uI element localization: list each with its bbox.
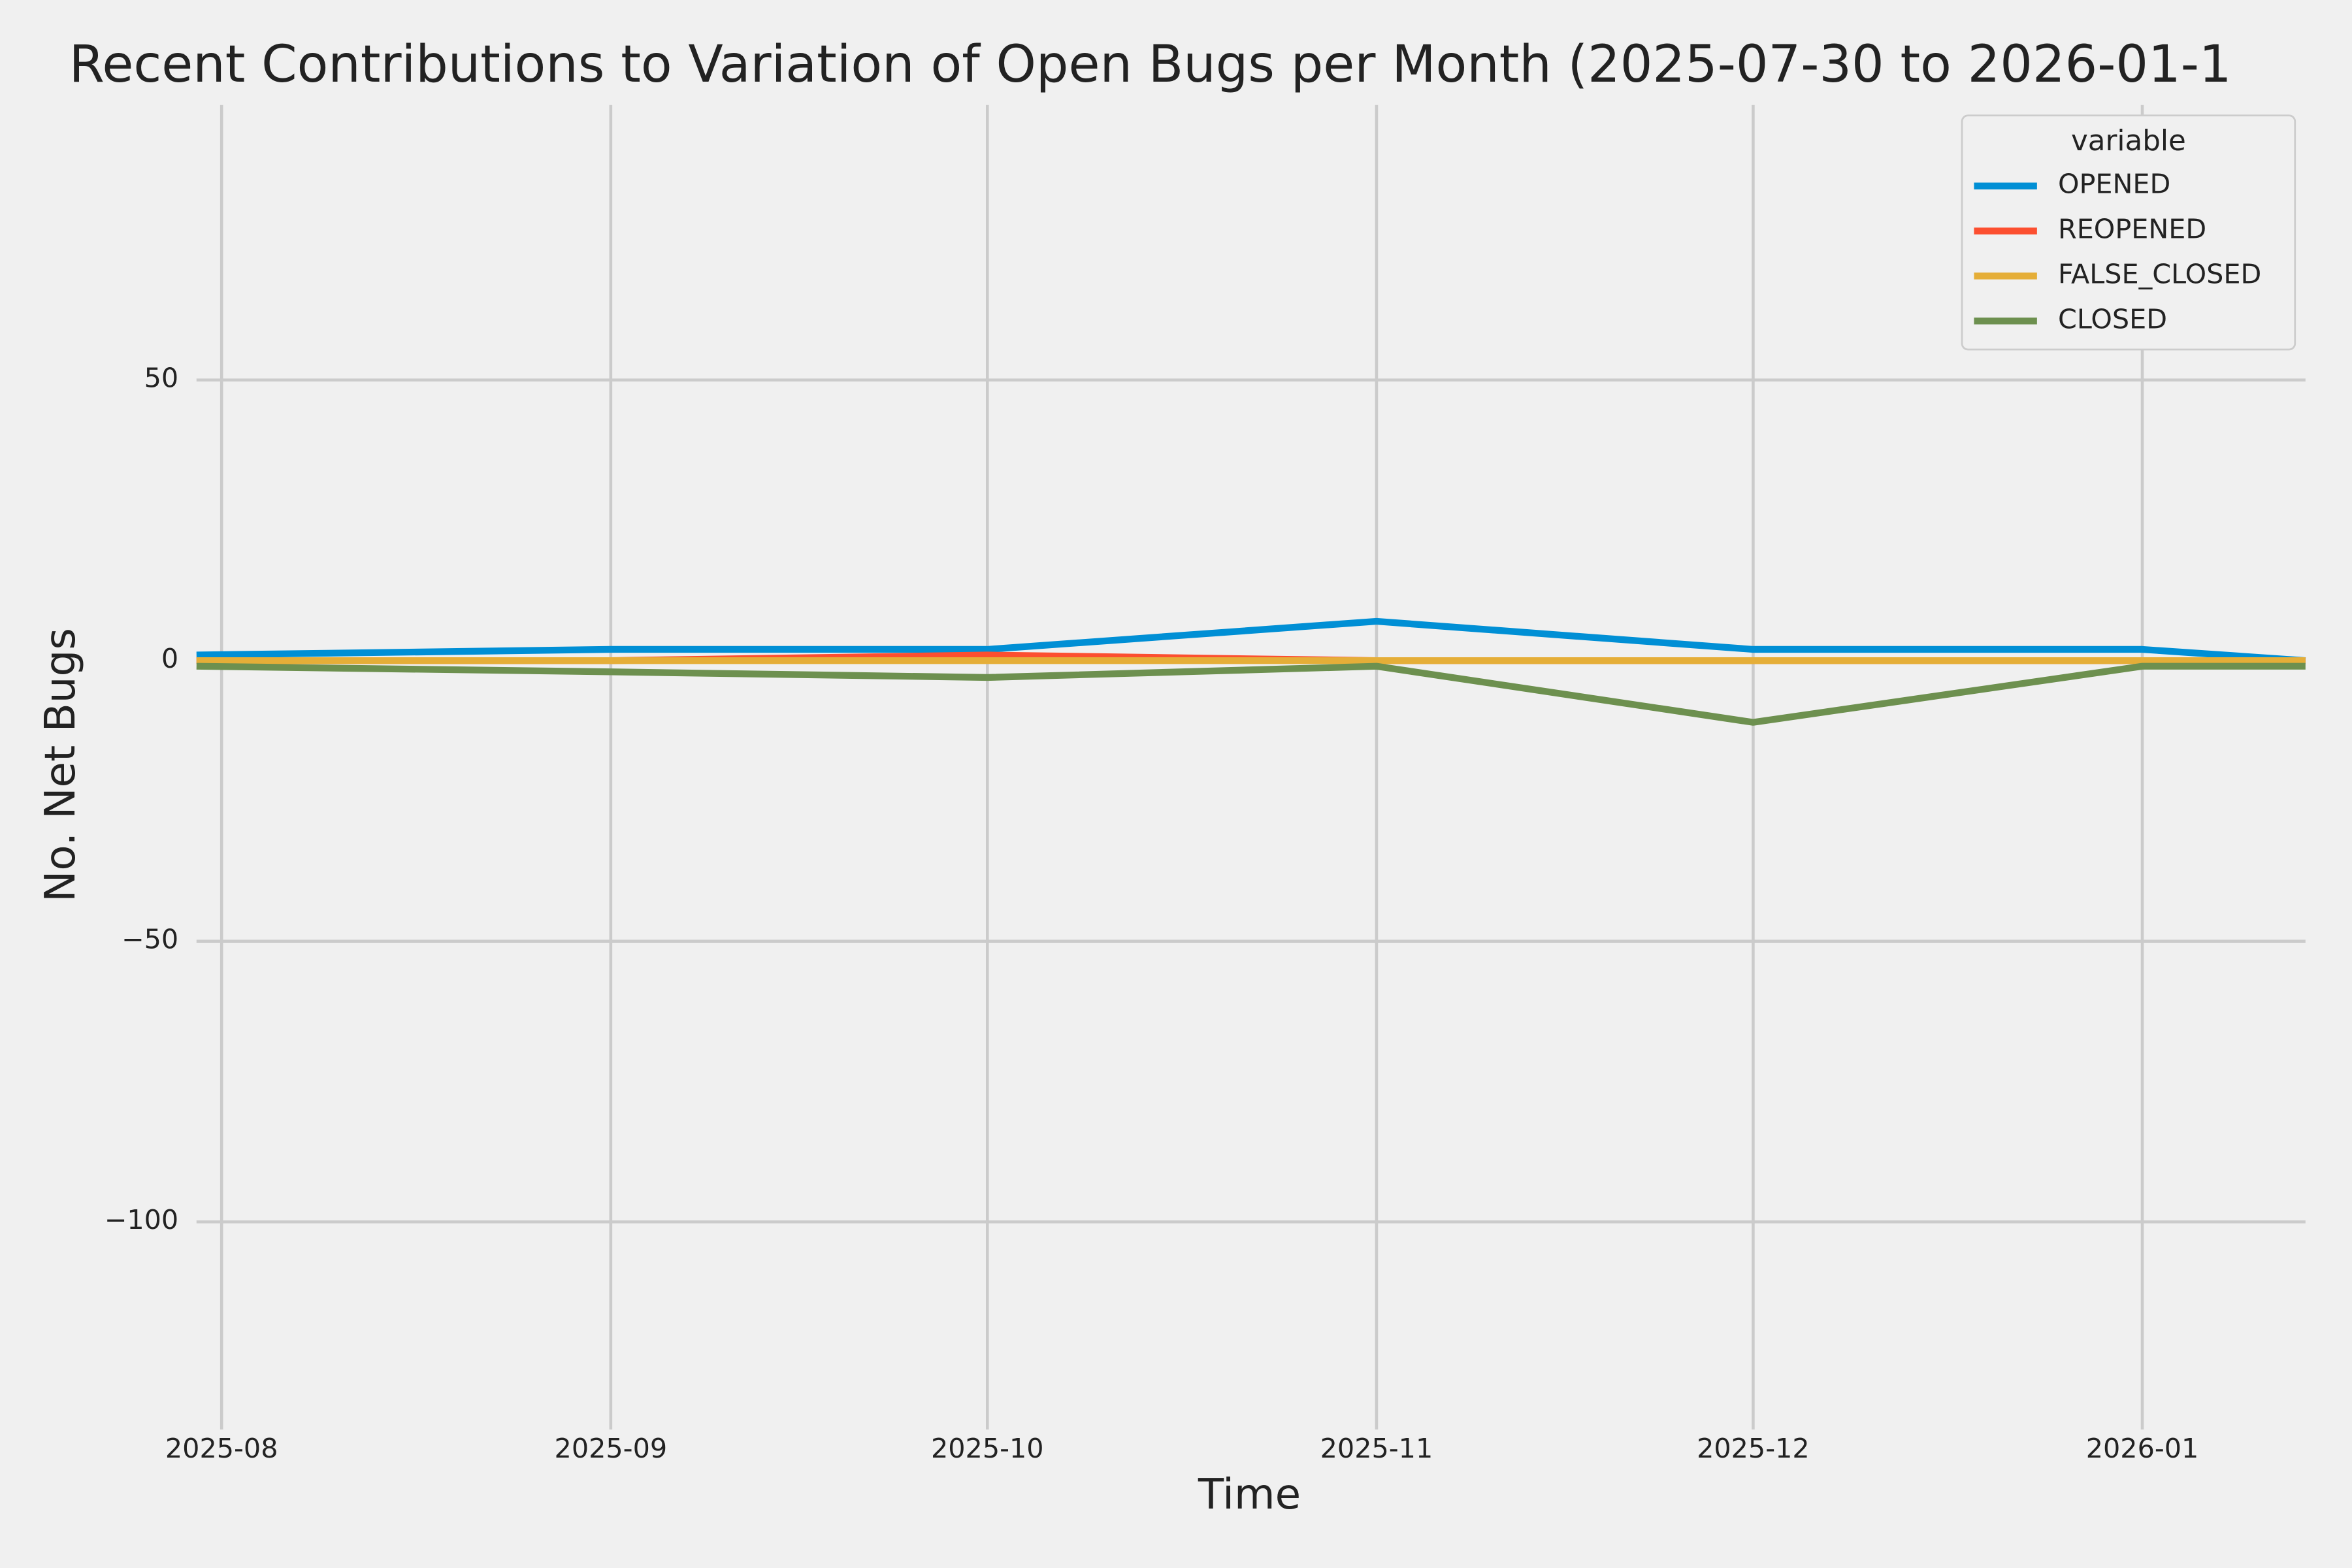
y-tick-label: −50: [122, 924, 178, 955]
x-tick-label: 2026-01: [2086, 1433, 2199, 1464]
x-tick-label: 2025-12: [1697, 1433, 1810, 1464]
legend-label: OPENED: [2058, 169, 2170, 200]
legend-box: [1961, 114, 2296, 351]
chart-title: Recent Contributions to Variation of Ope…: [69, 35, 2232, 94]
line: [196, 662, 2306, 726]
x-tick-label: 2025-10: [931, 1433, 1044, 1464]
legend-label: FALSE_CLOSED: [2058, 258, 2261, 289]
x-axis-label: Time: [1198, 1470, 1301, 1519]
y-axis-label: No. Net Bugs: [36, 628, 85, 902]
y-tick-label: 50: [144, 363, 179, 394]
x-tick-label: 2025-11: [1320, 1433, 1433, 1464]
legend: variable OPENED REOPENED FALSE_CLOSED CLOSED: [1961, 114, 2296, 351]
legend-title: variable: [2071, 125, 2186, 157]
y-tick-label: 0: [161, 643, 178, 674]
x-tick-label: 2025-08: [165, 1433, 278, 1464]
line: [196, 617, 2306, 664]
legend-label: REOPENED: [2058, 214, 2206, 245]
y-tick-label: −100: [105, 1204, 178, 1235]
x-tick-label: 2025-09: [555, 1433, 668, 1464]
legend-label: CLOSED: [2058, 303, 2167, 335]
